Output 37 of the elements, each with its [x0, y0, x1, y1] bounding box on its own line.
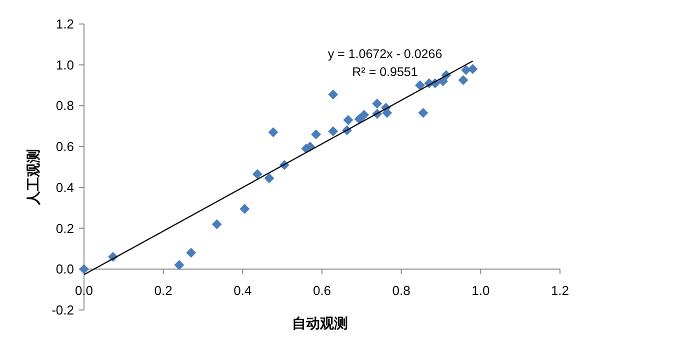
point	[268, 127, 278, 138]
y-tick-label: 0.8	[56, 98, 74, 114]
point	[359, 110, 370, 120]
x-tick-label: 1.2	[550, 283, 570, 298]
y-tick-label: -0.2	[52, 302, 74, 318]
point	[418, 108, 428, 118]
y-axis-title: 人工观测	[25, 149, 41, 206]
point	[468, 64, 478, 74]
point	[343, 115, 354, 126]
point	[240, 204, 250, 214]
x-tick-label: 0.2	[154, 283, 172, 298]
y-tick-label: 1.2	[56, 16, 74, 32]
x-tick-label: 0.8	[392, 283, 410, 298]
point	[458, 75, 468, 86]
point	[252, 169, 262, 180]
annotation: y = 1.0672x - 0.0266	[328, 47, 442, 61]
x-tick-label: 1.0	[472, 283, 490, 298]
y-tick-label: 0.6	[56, 139, 74, 154]
x-axis-title: 自动观测	[292, 315, 348, 331]
annotation: R² = 0.9551	[352, 65, 418, 79]
point	[264, 173, 274, 184]
point	[328, 126, 338, 136]
point	[174, 260, 184, 270]
point	[79, 264, 89, 274]
x-tick-label: 0.4	[234, 283, 252, 298]
y-tick-label: 0.4	[56, 180, 74, 195]
y-tick-label: 0.2	[56, 220, 74, 236]
point	[414, 80, 425, 90]
x-tick-label: 0.6	[312, 283, 332, 298]
point	[186, 248, 196, 258]
point	[212, 219, 222, 230]
x-tick-label: 0.0	[74, 283, 94, 298]
point	[372, 98, 382, 109]
y-tick-label: 0.0	[56, 262, 74, 277]
point	[311, 129, 322, 140]
point	[328, 89, 338, 100]
y-tick-label: 1.0	[56, 57, 74, 72]
